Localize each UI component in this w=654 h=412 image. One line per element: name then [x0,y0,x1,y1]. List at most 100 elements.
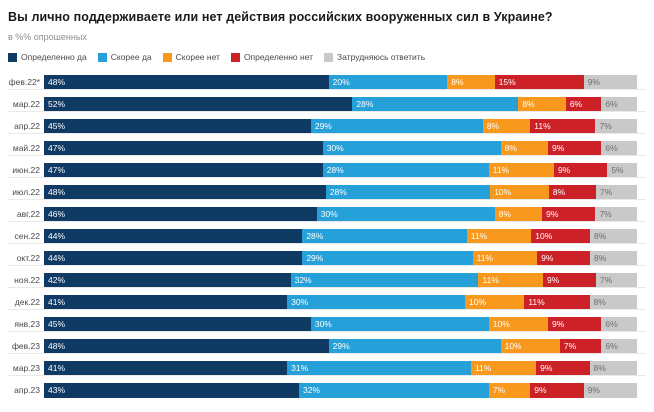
segment-value: 8% [504,142,517,153]
segment-value: 9% [541,252,554,263]
row-label: мар.22 [12,99,40,109]
legend-item: Скорее нет [162,52,220,62]
stacked-bar: 46% 30% 8% 9% 7% [44,206,637,222]
row-label: ноя.22 [14,275,40,285]
bar-segment: 45% [44,118,311,134]
bar-segment: 8% [447,74,495,90]
legend-label: Скорее нет [175,52,220,62]
segment-value: 9% [587,76,600,87]
segment-value: 44% [48,230,66,241]
chart-area: фев.22* 48% 20% 8% 15% 9% мар.22 52% 28% 8% 6% 6% ап… [8,71,646,401]
bar-segment: 42% [44,272,291,288]
bar-segment: 7% [595,118,637,134]
chart-row: дек.22 41% 30% 10% 11% 8% [8,291,646,313]
bar-segment: 41% [44,360,288,376]
bar-segment: 6% [601,96,637,112]
chart-row: май.22 47% 30% 8% 9% 6% [8,137,646,159]
bar-segment: 9% [530,382,584,398]
bar-segment: 47% [44,140,323,156]
stacked-bar: 48% 28% 10% 8% 7% [44,184,637,200]
row-label: май.22 [12,143,40,153]
bar-segment: 8% [482,118,531,134]
segment-value: 30% [314,318,332,329]
segment-value: 9% [552,142,565,153]
segment-value: 11% [474,362,492,373]
chart-row: июл.22 48% 28% 10% 8% 7% [8,181,646,203]
chart-row: апр.23 43% 32% 7% 9% 9% [8,379,646,401]
segment-value: 10% [494,186,512,197]
bar-segment: 10% [531,228,590,244]
bar-segment: 11% [524,294,590,310]
legend-swatch-icon [97,52,107,62]
segment-value: 10% [504,340,522,351]
bar-segment: 8% [589,360,637,376]
bar-segment: 11% [530,118,596,134]
segment-value: 45% [48,318,66,329]
chart-row: янв.23 45% 30% 10% 9% 6% [8,313,646,335]
bar-segment: 6% [601,316,637,332]
bar-segment: 48% [44,184,326,200]
bar-segment: 32% [290,272,479,288]
segment-value: 6% [605,340,618,351]
bar-segment: 7% [595,272,637,288]
segment-value: 6% [569,98,583,109]
segment-value: 48% [48,186,66,197]
bar-segment: 47% [44,162,323,178]
segment-value: 41% [48,362,66,373]
bar-segment: 31% [287,360,471,376]
stacked-bar: 48% 20% 8% 15% 9% [44,74,637,90]
bar-segment: 10% [465,294,525,310]
stacked-bar: 45% 29% 8% 11% 7% [44,118,637,134]
row-label: окт.22 [16,253,40,263]
row-label: апр.22 [14,121,40,131]
segment-value: 28% [326,164,344,175]
bar-segment: 9% [537,250,590,266]
segment-value: 20% [332,76,350,87]
bar-segment: 8% [590,250,637,266]
bar-segment: 11% [466,228,532,244]
bar-segment: 8% [518,96,566,112]
segment-value: 46% [48,208,66,219]
page-title: Вы лично поддерживаете или нет действия … [8,10,553,24]
segment-value: 29% [314,120,332,131]
segment-value: 11% [492,164,510,175]
segment-value: 11% [482,274,499,285]
stacked-bar: 42% 32% 11% 9% 7% [44,272,637,288]
bar-segment: 8% [589,294,637,310]
bar-segment: 29% [328,338,501,354]
segment-value: 32% [294,274,312,285]
bar-segment: 9% [543,272,596,288]
segment-value: 6% [605,318,618,329]
segment-value: 9% [552,318,565,329]
chart-row: апр.22 45% 29% 8% 11% 7% [8,115,646,137]
segment-value: 9% [546,208,559,219]
segment-value: 8% [522,98,535,109]
bar-segment: 7% [559,338,602,354]
bar-segment: 11% [488,162,554,178]
bar-segment: 10% [488,316,549,332]
bar-segment: 28% [352,96,519,112]
segment-value: 7% [599,208,612,219]
bar-segment: 9% [583,382,637,398]
stacked-bar: 41% 30% 10% 11% 8% [44,294,637,310]
legend-label: Определенно да [21,52,87,62]
bar-segment: 8% [548,184,596,200]
segment-value: 30% [326,142,344,153]
chart-row: ноя.22 42% 32% 11% 9% 7% [8,269,646,291]
row-label: авг.22 [16,209,40,219]
chart-row: фев.23 48% 29% 10% 7% 6% [8,335,646,357]
bar-segment: 28% [322,162,489,178]
bar-segment: 10% [490,184,549,200]
segment-value: 28% [306,230,324,241]
segment-value: 52% [48,98,66,109]
segment-value: 9% [547,274,560,285]
bar-segment: 48% [44,338,329,354]
segment-value: 9% [540,362,553,373]
segment-value: 15% [498,76,516,87]
bar-segment: 20% [328,74,448,90]
bar-segment: 29% [310,118,483,134]
bar-segment: 10% [500,338,560,354]
segment-value: 5% [611,164,624,175]
segment-value: 28% [329,186,347,197]
